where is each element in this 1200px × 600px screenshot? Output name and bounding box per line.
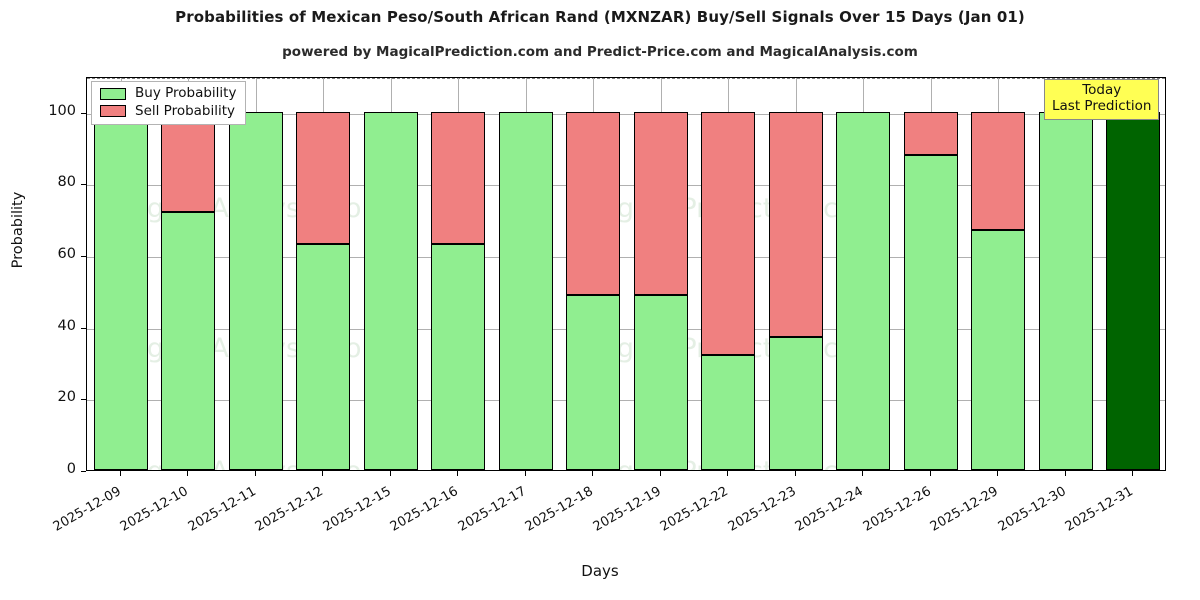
y-axis-tick-mark <box>81 256 86 258</box>
bar-segment-buy[interactable] <box>836 111 891 470</box>
bar-group[interactable] <box>1038 78 1093 470</box>
y-axis-tick-label: 80 <box>57 174 76 191</box>
bar-group[interactable] <box>296 78 351 470</box>
y-axis-tick-mark <box>81 327 86 329</box>
y-axis-tick-mark <box>81 112 86 114</box>
x-axis-tick-mark <box>1132 471 1134 476</box>
x-axis-tick-mark <box>457 471 459 476</box>
bar-segment-buy[interactable] <box>296 244 351 470</box>
bar-segment-today[interactable] <box>1106 111 1161 470</box>
bar-segment-sell[interactable] <box>903 111 958 155</box>
legend-label-sell: Sell Probability <box>135 102 236 119</box>
bar-group[interactable] <box>93 78 148 470</box>
bar-group[interactable] <box>836 78 891 470</box>
grid-line-horizontal <box>87 400 1165 402</box>
bar-group[interactable] <box>903 78 958 470</box>
bar-segment-buy[interactable] <box>903 154 958 470</box>
x-axis-tick-label: 2025-12-09 <box>50 484 124 535</box>
reference-line <box>87 78 1165 79</box>
bar-segment-buy[interactable] <box>566 294 621 470</box>
bar-group[interactable] <box>228 78 283 470</box>
grid-line-horizontal <box>87 257 1165 259</box>
bar-segment-sell[interactable] <box>566 111 621 295</box>
bar-segment-buy[interactable] <box>431 244 486 470</box>
x-axis-tick-mark <box>592 471 594 476</box>
bar-segment-sell[interactable] <box>768 111 823 338</box>
bar-group[interactable] <box>161 78 216 470</box>
x-axis-tick-mark <box>727 471 729 476</box>
legend-item-buy[interactable]: Buy Probability <box>100 85 237 101</box>
bar-group[interactable] <box>363 78 418 470</box>
y-axis-label: Probability <box>10 191 26 269</box>
x-axis-tick-mark <box>389 471 391 476</box>
bar-group[interactable] <box>971 78 1026 470</box>
grid-line-horizontal <box>87 113 1165 115</box>
x-axis-label: Days <box>581 562 619 580</box>
plot-inner: MagicalAnalysis.comMagicalPrediction.com… <box>87 78 1165 470</box>
bar-segment-sell[interactable] <box>161 111 216 213</box>
bar-segment-buy[interactable] <box>633 294 688 470</box>
bar-segment-sell[interactable] <box>296 111 351 245</box>
legend-swatch-sell-icon <box>100 105 126 118</box>
chart-legend: Buy Probability Sell Probability <box>91 81 247 125</box>
bar-segment-buy[interactable] <box>498 111 553 470</box>
bar-segment-sell[interactable] <box>431 111 486 245</box>
y-axis-tick-mark <box>81 184 86 186</box>
bar-group[interactable] <box>633 78 688 470</box>
y-axis-tick-label: 100 <box>48 102 76 119</box>
x-axis-tick-mark <box>322 471 324 476</box>
x-axis-tick-mark <box>187 471 189 476</box>
bar-segment-buy[interactable] <box>701 355 756 470</box>
y-axis-tick-label: 0 <box>66 461 76 477</box>
chart-subtitle: powered by MagicalPrediction.com and Pre… <box>282 44 918 60</box>
bar-group[interactable] <box>1106 78 1161 470</box>
x-axis-tick-mark <box>254 471 256 476</box>
x-axis-tick-mark <box>1064 471 1066 476</box>
y-axis-tick-label: 40 <box>57 317 76 334</box>
x-axis-tick-mark <box>862 471 864 476</box>
legend-swatch-buy-icon <box>100 87 126 100</box>
y-axis-tick-mark <box>81 399 86 401</box>
x-axis-tick-mark <box>524 471 526 476</box>
today-annotation-line2: Last Prediction <box>1052 97 1152 114</box>
bar-group[interactable] <box>431 78 486 470</box>
x-axis-tick-mark <box>997 471 999 476</box>
bar-segment-buy[interactable] <box>768 337 823 470</box>
bar-segment-buy[interactable] <box>1038 111 1093 470</box>
bar-group[interactable] <box>498 78 553 470</box>
bar-group[interactable] <box>768 78 823 470</box>
y-axis-tick-mark <box>81 471 86 472</box>
grid-line-horizontal <box>87 185 1165 187</box>
bar-segment-buy[interactable] <box>971 230 1026 470</box>
bar-segment-buy[interactable] <box>228 111 283 470</box>
legend-label-buy: Buy Probability <box>135 85 237 101</box>
legend-item-sell[interactable]: Sell Probability <box>100 102 236 119</box>
x-axis-tick-mark <box>929 471 931 476</box>
bar-segment-buy[interactable] <box>161 212 216 470</box>
y-axis-tick-label: 20 <box>57 389 76 406</box>
bar-segment-sell[interactable] <box>971 111 1026 231</box>
y-axis-tick-label: 60 <box>57 246 76 263</box>
plot-area: MagicalAnalysis.comMagicalPrediction.com… <box>86 77 1166 471</box>
x-axis-tick-mark <box>794 471 796 476</box>
x-axis-tick-mark <box>659 471 661 476</box>
grid-line-horizontal <box>87 328 1165 330</box>
bar-segment-sell[interactable] <box>633 111 688 295</box>
today-annotation: Today Last Prediction <box>1044 79 1160 120</box>
chart-title: Probabilities of Mexican Peso/South Afri… <box>175 8 1025 26</box>
today-annotation-line1: Today <box>1082 82 1122 98</box>
bar-segment-sell[interactable] <box>701 111 756 356</box>
bar-segment-buy[interactable] <box>93 111 148 470</box>
bar-segment-buy[interactable] <box>363 111 418 470</box>
bar-group[interactable] <box>701 78 756 470</box>
x-axis-tick-mark <box>119 471 121 476</box>
bar-group[interactable] <box>566 78 621 470</box>
